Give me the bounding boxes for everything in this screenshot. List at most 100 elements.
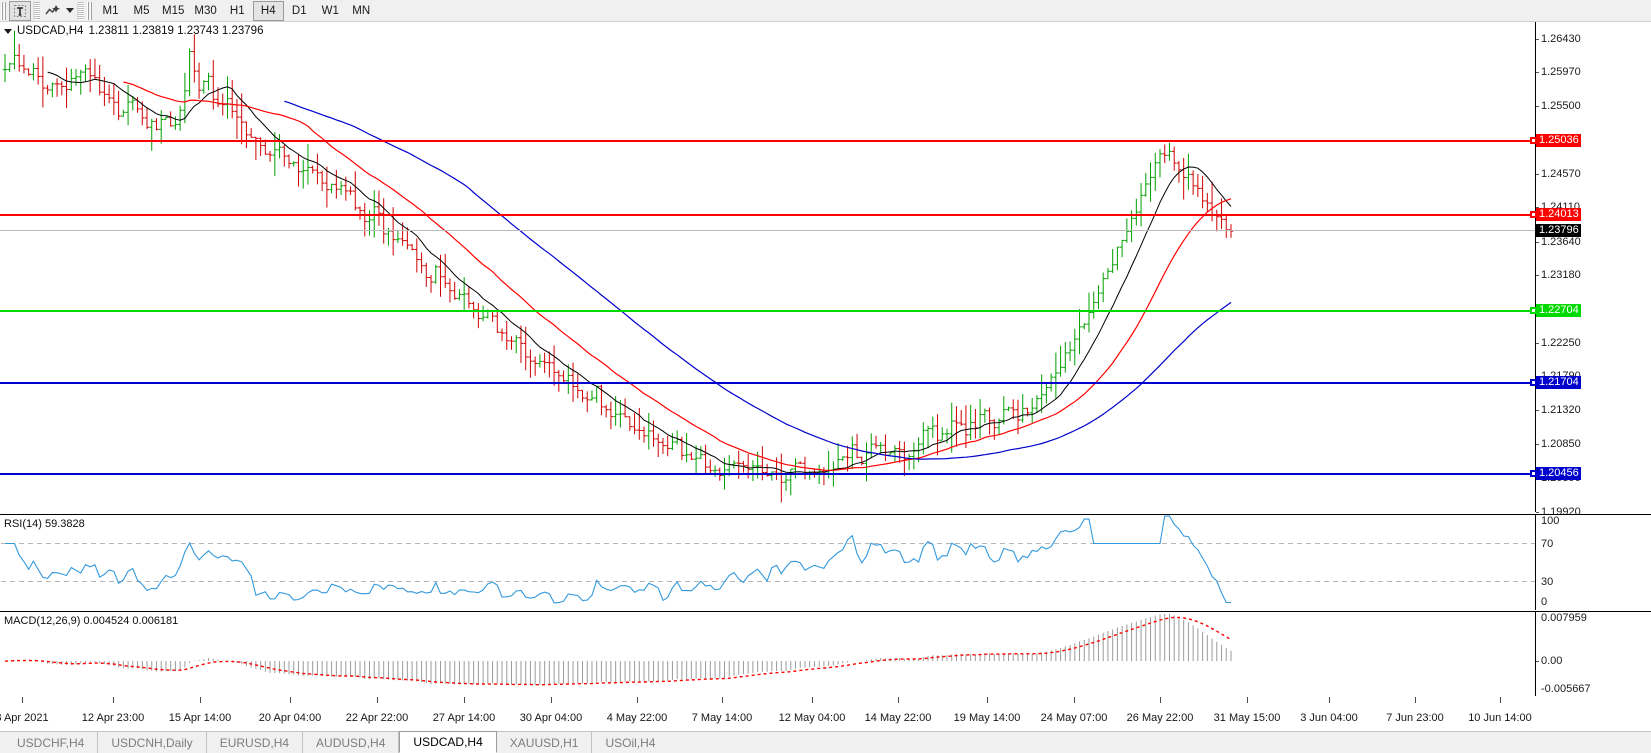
timeframe-toolbar-grip[interactable] [87, 1, 93, 20]
chevron-down-icon[interactable] [64, 1, 75, 21]
chart-tab-bar: USDCHF,H4 USDCNH,Daily EURUSD,H4 AUDUSD,H4 U… [0, 731, 1651, 753]
price-candles [2, 30, 1234, 503]
chart-tab-usoil-h4[interactable]: USOil,H4 [605, 735, 656, 750]
macd-axis-tick: -0.005667 [1541, 683, 1591, 695]
level-line-resistance[interactable] [0, 140, 1535, 143]
timeframe-button-w1[interactable]: W1 [321, 4, 339, 17]
time-axis-tick-mark [200, 697, 201, 703]
price-axis-tick: 1.26430 [1536, 32, 1581, 45]
time-axis-label: 24 May 07:00 [1040, 712, 1108, 724]
chart-symbol-label: USDCAD,H4 [17, 25, 84, 37]
time-axis-tick-mark [1160, 697, 1161, 703]
macd-histogram-series [4, 614, 1232, 686]
current-price-line [0, 230, 1535, 232]
timeframe-button-mn[interactable]: MN [352, 4, 371, 17]
level-line-handle[interactable] [1530, 379, 1537, 387]
price-axis-tick: 1.23640 [1536, 235, 1581, 248]
time-axis-label: 12 Apr 23:00 [81, 712, 145, 724]
time-axis-tick-mark [377, 697, 378, 703]
time-axis-tick-mark [1415, 697, 1416, 703]
time-axis-label: 26 May 22:00 [1126, 712, 1194, 724]
time-axis-label: 19 May 14:00 [953, 712, 1021, 724]
timeframe-button-h4[interactable]: H4 [252, 0, 284, 21]
timeframe-button-m5[interactable]: M5 [133, 4, 150, 17]
chart-tab-usdcnh-daily[interactable]: USDCNH,Daily [98, 732, 207, 753]
timeframe-button-m15[interactable]: M15 [162, 4, 185, 17]
level-line-handle[interactable] [1530, 211, 1537, 219]
chart-tab-eurusd-h4[interactable]: EURUSD,H4 [207, 732, 304, 753]
timeframe-button-h1[interactable]: H1 [229, 4, 245, 17]
price-badge-current: 1.23796 [1536, 224, 1581, 238]
time-axis-tick-mark [722, 697, 723, 703]
toolbar-separator-1 [33, 1, 40, 20]
price-axis-tick: 1.24110 [1536, 201, 1580, 214]
timeframe-button-m30[interactable]: M30 [194, 4, 217, 17]
rsi-axis-tick: 70 [1541, 537, 1554, 550]
time-axis-tick-mark [1074, 697, 1075, 703]
time-axis-tick-mark [1500, 697, 1501, 703]
price-axis-tick: 1.20850 [1536, 438, 1581, 451]
level-line-support[interactable] [0, 473, 1535, 476]
rsi-axis: 100 70 30 0 [1535, 515, 1651, 610]
price-plot[interactable] [1, 22, 1535, 512]
chart-canvas-area[interactable]: USDCAD,H4 1.23811 1.23819 1.23743 1.2379… [0, 22, 1651, 731]
rsi-pane[interactable]: RSI(14) 59.3828 100 70 30 0 [0, 514, 1651, 610]
time-axis-label: 20 Apr 04:00 [258, 712, 322, 724]
chart-tab-xauusd-h1[interactable]: XAUUSD,H1 [497, 732, 593, 753]
macd-pane[interactable]: MACD(12,26,9) 0.004524 0.006181 0.007959… [0, 611, 1651, 696]
level-line-support[interactable] [0, 309, 1535, 312]
time-axis-tick-mark [551, 697, 552, 703]
time-axis-tick-mark [812, 697, 813, 703]
time-axis-label: 31 May 15:00 [1213, 712, 1281, 724]
price-pane[interactable]: USDCAD,H4 1.23811 1.23819 1.23743 1.2379… [0, 22, 1651, 518]
time-axis-label: 27 Apr 14:00 [432, 712, 496, 724]
time-axis-tick-mark [22, 697, 23, 703]
price-badge-resistance: 1.25036 [1536, 134, 1581, 148]
rsi-axis-tick: 0 [1541, 596, 1548, 608]
macd-axis: 0.007959 0.00 -0.005667 [1535, 612, 1651, 696]
macd-plot [1, 612, 1535, 696]
timeframe-group: M1 M5 M15 M30 H1 H4 D1 W1 MN [95, 0, 377, 21]
chart-tab-audusd-h4[interactable]: AUDUSD,H4 [303, 732, 400, 753]
chart-tab-usdcad-h4[interactable]: USDCAD,H4 [399, 731, 497, 753]
timeframe-button-m1[interactable]: M1 [102, 4, 119, 17]
rsi-line-series [1, 515, 1535, 604]
text-insert-icon[interactable] [9, 0, 31, 21]
level-line-resistance[interactable] [0, 214, 1535, 217]
price-badge-support: 1.21704 [1536, 376, 1581, 390]
chart-symbol-header: USDCAD,H4 1.23811 1.23819 1.23743 1.2379… [4, 25, 263, 37]
price-badge-support: 1.20456 [1536, 467, 1581, 481]
time-axis-label: 14 May 22:00 [864, 712, 932, 724]
time-axis-label: 4 May 22:00 [606, 712, 668, 724]
time-axis-tick-mark [987, 697, 988, 703]
timeframe-button-d1[interactable]: D1 [291, 4, 307, 17]
price-axis-tick: 1.25500 [1536, 100, 1581, 113]
time-axis-label: 22 Apr 22:00 [345, 712, 409, 724]
price-axis-tick: 1.24570 [1536, 167, 1581, 180]
level-line-handle[interactable] [1530, 470, 1537, 478]
macd-axis-tick: 0.007959 [1541, 612, 1587, 624]
time-axis-tick-mark [464, 697, 465, 703]
time-axis-tick-mark [290, 697, 291, 703]
time-axis-label: 3 Jun 04:00 [1300, 712, 1358, 724]
time-axis-tick-mark [1247, 697, 1248, 703]
price-axis[interactable]: 1.26430 1.25970 1.25500 1.24570 1.24110 1.236… [1535, 22, 1651, 518]
chart-ohlc-values: 1.23811 1.23819 1.23743 1.23796 [88, 25, 264, 37]
time-axis[interactable]: 8 Apr 2021 12 Apr 23:00 15 Apr 14:00 20 Apr… [0, 696, 1651, 731]
time-axis-label: 8 Apr 2021 [0, 712, 49, 724]
triangle-down-icon[interactable] [4, 28, 12, 34]
chart-tab-usdchf-h4[interactable]: USDCHF,H4 [4, 732, 99, 753]
time-axis-label: 7 May 14:00 [691, 712, 753, 724]
indicators-icon[interactable] [42, 1, 64, 21]
time-axis-label: 30 Apr 04:00 [519, 712, 583, 724]
macd-axis-tick: 0.00 [1535, 655, 1563, 668]
time-axis-label: 12 May 04:00 [778, 712, 846, 724]
level-line-handle[interactable] [1530, 306, 1537, 314]
toolbar-grip[interactable] [1, 1, 7, 20]
time-axis-label: 7 Jun 23:00 [1386, 712, 1444, 724]
price-badge-resistance: 1.24013 [1536, 208, 1581, 222]
level-line-handle[interactable] [1530, 137, 1537, 145]
price-axis-tick: 1.21320 [1536, 404, 1581, 417]
level-line-support[interactable] [0, 382, 1535, 385]
